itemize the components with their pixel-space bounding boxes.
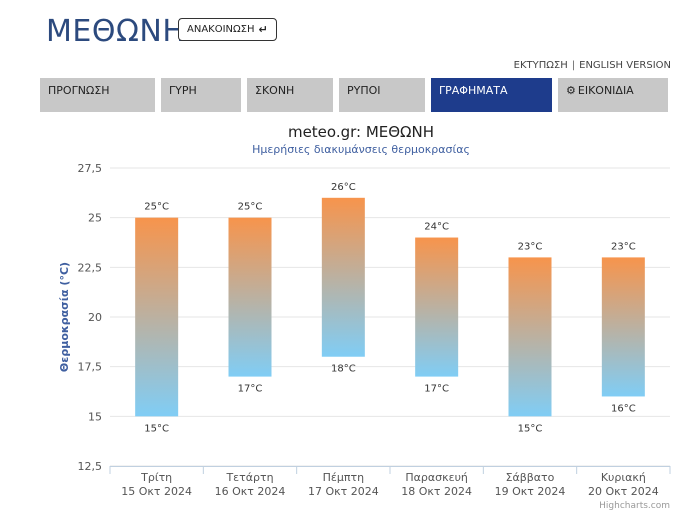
tab-pollen[interactable]: ΓΥΡΗ bbox=[161, 78, 241, 112]
x-tick-date: 19 Οκτ 2024 bbox=[495, 485, 566, 498]
x-tick-date: 18 Οκτ 2024 bbox=[401, 485, 472, 498]
tab-label: ΡΥΠΟΙ bbox=[347, 84, 381, 97]
tab-forecast[interactable]: ΠΡΟΓΝΩΣΗ bbox=[40, 78, 155, 112]
y-axis-title: Θερμοκρασία (°C) bbox=[58, 262, 71, 372]
arrow-down-right-icon: ↵ bbox=[258, 23, 268, 36]
chart-credits: Highcharts.com bbox=[599, 501, 670, 511]
tab-label: ΓΥΡΗ bbox=[169, 84, 197, 97]
top-links: ΕΚΤΥΠΩΣΗ | ENGLISH VERSION bbox=[514, 60, 671, 71]
tab-label: ΕΙΚΟΝΙΔΙΑ bbox=[577, 84, 634, 97]
x-tick-day: Σάββατο bbox=[506, 471, 555, 484]
y-tick-label: 12,5 bbox=[78, 460, 103, 473]
y-tick-label: 27,5 bbox=[78, 162, 103, 175]
temperature-range-bar bbox=[508, 257, 552, 417]
print-link[interactable]: ΕΚΤΥΠΩΣΗ bbox=[513, 60, 568, 71]
min-temp-label: 17°C bbox=[238, 384, 263, 395]
gear-icon: ⚙ bbox=[566, 84, 576, 97]
x-tick-day: Κυριακή bbox=[601, 471, 646, 484]
x-tick-date: 17 Οκτ 2024 bbox=[308, 485, 379, 498]
max-temp-label: 26°C bbox=[331, 182, 356, 193]
min-temp-label: 17°C bbox=[424, 384, 449, 395]
announcement-button[interactable]: ΑΝΑΚΟΙΝΩΣΗ ↵ bbox=[178, 18, 277, 41]
link-separator: | bbox=[571, 60, 576, 71]
temperature-range-bar bbox=[135, 217, 179, 417]
tab-pollutants[interactable]: ΡΥΠΟΙ bbox=[339, 78, 425, 112]
x-tick-day: Τρίτη bbox=[140, 471, 172, 484]
x-tick-date: 16 Οκτ 2024 bbox=[215, 485, 286, 498]
tab-label: ΣΚΟΝΗ bbox=[255, 84, 295, 97]
temperature-range-bar bbox=[415, 237, 459, 377]
x-tick-day: Παρασκευή bbox=[405, 471, 468, 484]
temperature-range-bar bbox=[601, 257, 645, 397]
max-temp-label: 25°C bbox=[238, 202, 263, 213]
english-version-link[interactable]: ENGLISH VERSION bbox=[579, 60, 671, 71]
chart-subtitle: Ημερήσιες διακυμάνσεις θερμοκρασίας bbox=[252, 143, 470, 156]
min-temp-label: 18°C bbox=[331, 364, 356, 375]
announcement-label: ΑΝΑΚΟΙΝΩΣΗ bbox=[187, 24, 255, 35]
temperature-range-bar bbox=[228, 217, 272, 377]
min-temp-label: 16°C bbox=[611, 403, 636, 414]
tab-dust[interactable]: ΣΚΟΝΗ bbox=[247, 78, 333, 112]
tab-charts[interactable]: ΓΡΑΦΗΜΑΤΑ bbox=[431, 78, 552, 112]
max-temp-label: 23°C bbox=[611, 241, 636, 252]
tab-label: ΠΡΟΓΝΩΣΗ bbox=[48, 84, 110, 97]
temperature-range-bar bbox=[321, 197, 365, 357]
y-tick-label: 25 bbox=[88, 212, 102, 225]
min-temp-label: 15°C bbox=[144, 423, 169, 434]
x-tick-day: Πέμπτη bbox=[323, 471, 364, 484]
max-temp-label: 23°C bbox=[518, 241, 543, 252]
min-temp-label: 15°C bbox=[518, 423, 543, 434]
x-tick-date: 15 Οκτ 2024 bbox=[121, 485, 192, 498]
tab-label: ΓΡΑΦΗΜΑΤΑ bbox=[439, 84, 508, 97]
page-title: ΜΕΘΩΝΗ bbox=[46, 14, 186, 49]
y-tick-label: 22,5 bbox=[78, 261, 103, 274]
max-temp-label: 25°C bbox=[144, 202, 169, 213]
tab-widgets[interactable]: ⚙ ΕΙΚΟΝΙΔΙΑ bbox=[558, 78, 668, 112]
nav-tabs: ΠΡΟΓΝΩΣΗ ΓΥΡΗ ΣΚΟΝΗ ΡΥΠΟΙ ΓΡΑΦΗΜΑΤΑ ⚙ ΕΙΚ… bbox=[40, 78, 674, 112]
y-tick-label: 20 bbox=[88, 311, 102, 324]
x-tick-day: Τετάρτη bbox=[225, 471, 273, 484]
chart-title: meteo.gr: ΜΕΘΩΝΗ bbox=[288, 123, 434, 141]
x-tick-date: 20 Οκτ 2024 bbox=[588, 485, 659, 498]
y-tick-label: 15 bbox=[88, 410, 102, 423]
max-temp-label: 24°C bbox=[424, 222, 449, 233]
y-tick-label: 17,5 bbox=[78, 361, 103, 374]
